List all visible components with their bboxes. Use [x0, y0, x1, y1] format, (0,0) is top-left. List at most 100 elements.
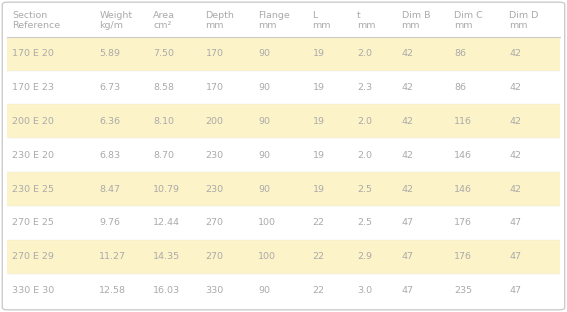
Text: 8.70: 8.70 [153, 151, 174, 160]
Text: 3.0: 3.0 [357, 286, 372, 295]
Bar [202, 138, 255, 172]
Text: 9.76: 9.76 [99, 218, 120, 227]
Text: 330 E 30: 330 E 30 [12, 286, 54, 295]
Bar [354, 240, 399, 274]
Bar [399, 206, 451, 240]
Text: 19: 19 [312, 49, 324, 58]
Text: 90: 90 [258, 286, 270, 295]
Text: 2.5: 2.5 [357, 184, 372, 193]
Bar [96, 240, 150, 274]
Text: 8.47: 8.47 [99, 184, 120, 193]
Text: 270 E 25: 270 E 25 [12, 218, 54, 227]
Text: Depth
mm: Depth mm [205, 11, 234, 31]
Text: 170: 170 [205, 49, 223, 58]
Text: 90: 90 [258, 49, 270, 58]
Bar [202, 206, 255, 240]
Bar [354, 172, 399, 206]
Bar [354, 5, 399, 37]
Bar [255, 5, 310, 37]
Bar [150, 206, 202, 240]
Text: 47: 47 [509, 218, 521, 227]
Bar [354, 105, 399, 138]
Bar [202, 172, 255, 206]
Bar [354, 71, 399, 105]
Text: 100: 100 [258, 218, 276, 227]
Text: 100: 100 [258, 252, 276, 261]
Bar [354, 206, 399, 240]
Bar [399, 71, 451, 105]
Bar [506, 5, 560, 37]
Text: 230: 230 [205, 184, 223, 193]
Bar [7, 206, 96, 240]
Bar [451, 240, 506, 274]
Bar [150, 71, 202, 105]
Bar [96, 172, 150, 206]
Text: 19: 19 [312, 151, 324, 160]
Text: Weight
kg/m: Weight kg/m [99, 11, 132, 31]
Bar [310, 274, 354, 307]
Bar [255, 240, 310, 274]
Bar [399, 274, 451, 307]
Text: Section
Reference: Section Reference [12, 11, 60, 31]
Bar [310, 206, 354, 240]
Bar [255, 172, 310, 206]
Bar [150, 138, 202, 172]
Bar [354, 37, 399, 71]
Text: 116: 116 [454, 117, 472, 126]
Text: 42: 42 [509, 49, 521, 58]
Text: 270 E 29: 270 E 29 [12, 252, 54, 261]
Text: 42: 42 [401, 49, 413, 58]
Bar [451, 274, 506, 307]
Bar [7, 5, 96, 37]
Text: 86: 86 [454, 83, 466, 92]
Text: 11.27: 11.27 [99, 252, 126, 261]
Text: 90: 90 [258, 151, 270, 160]
Text: 270: 270 [205, 252, 223, 261]
Bar [255, 71, 310, 105]
Text: 8.58: 8.58 [153, 83, 174, 92]
Text: 170: 170 [205, 83, 223, 92]
Text: 19: 19 [312, 83, 324, 92]
Bar [399, 5, 451, 37]
Bar [255, 206, 310, 240]
Bar [354, 274, 399, 307]
Bar [399, 240, 451, 274]
Bar [506, 240, 560, 274]
Text: Dim D
mm: Dim D mm [509, 11, 539, 31]
Bar [451, 5, 506, 37]
Text: 14.35: 14.35 [153, 252, 180, 261]
Bar [150, 105, 202, 138]
Text: 230 E 20: 230 E 20 [12, 151, 54, 160]
Text: 170 E 23: 170 E 23 [12, 83, 54, 92]
Bar [7, 172, 96, 206]
Bar [96, 138, 150, 172]
Text: 19: 19 [312, 117, 324, 126]
Bar [7, 105, 96, 138]
Bar [7, 138, 96, 172]
Bar [451, 71, 506, 105]
Text: 22: 22 [312, 218, 324, 227]
Bar [7, 240, 96, 274]
Bar [310, 71, 354, 105]
Text: 42: 42 [509, 83, 521, 92]
Text: 2.5: 2.5 [357, 218, 372, 227]
Bar [96, 5, 150, 37]
Text: 42: 42 [401, 184, 413, 193]
Bar [506, 105, 560, 138]
Bar [310, 240, 354, 274]
Bar [310, 172, 354, 206]
Text: L
mm: L mm [312, 11, 331, 31]
Text: 86: 86 [454, 49, 466, 58]
Text: Flange
mm: Flange mm [258, 11, 290, 31]
Bar [506, 206, 560, 240]
Text: 230 E 25: 230 E 25 [12, 184, 54, 193]
Text: 270: 270 [205, 218, 223, 227]
Bar [399, 37, 451, 71]
Bar [150, 37, 202, 71]
Text: 90: 90 [258, 83, 270, 92]
Bar [506, 172, 560, 206]
Bar [255, 105, 310, 138]
Text: 2.0: 2.0 [357, 49, 372, 58]
Text: 2.0: 2.0 [357, 117, 372, 126]
Bar [354, 138, 399, 172]
